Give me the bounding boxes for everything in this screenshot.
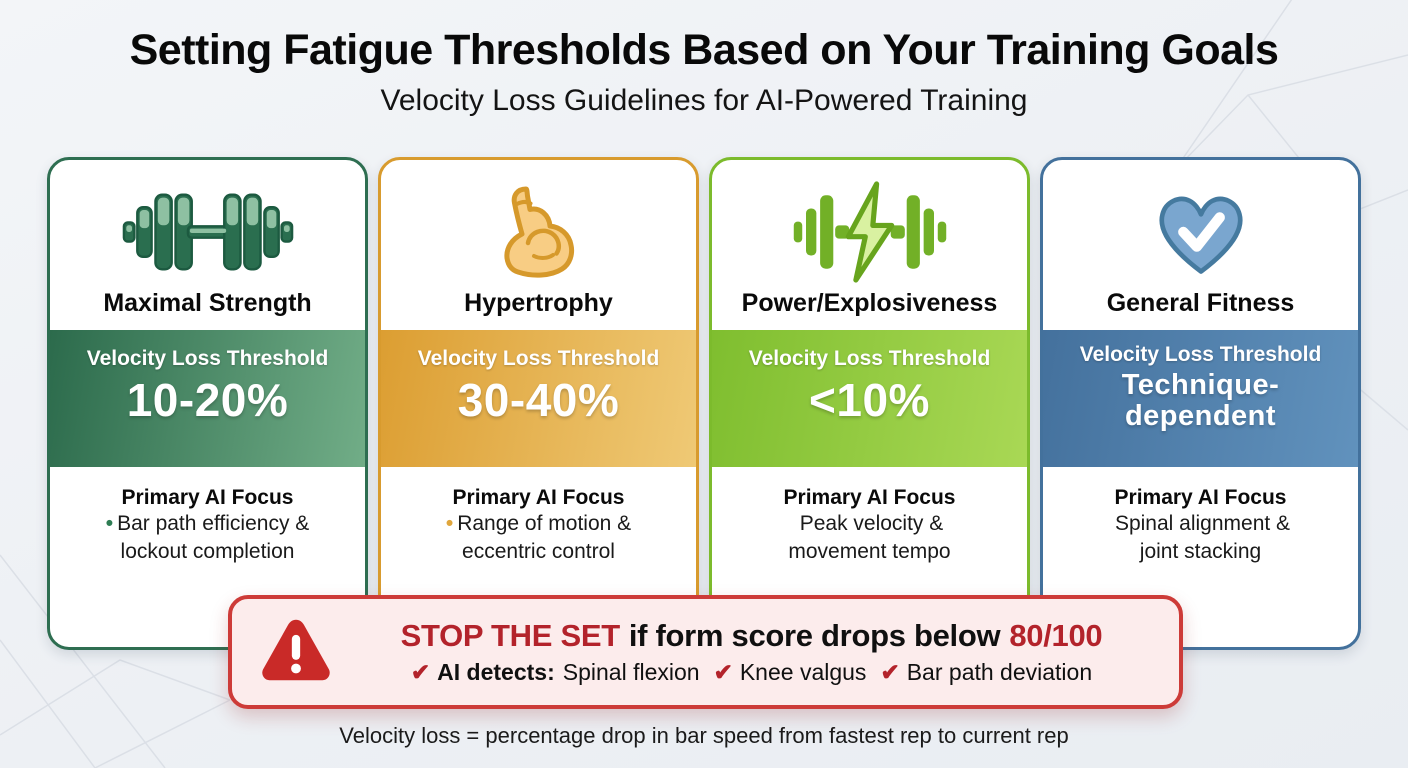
stop-the-set-text: STOP THE SET <box>400 618 621 653</box>
focus-text: Range of motion & <box>457 512 632 535</box>
threshold-band: Velocity Loss Threshold 10-20% <box>50 330 365 467</box>
focus-section: Primary AI Focus • Bar path efficiency & … <box>50 467 365 565</box>
card-title: Hypertrophy <box>464 289 613 317</box>
focus-line: eccentric control <box>462 539 615 563</box>
focus-line: joint stacking <box>1139 539 1262 563</box>
band-label: Velocity Loss Threshold <box>748 347 991 370</box>
focus-line: movement tempo <box>788 539 951 563</box>
form-score-value: 80/100 <box>1009 618 1103 653</box>
dumbbell-icon <box>122 193 293 270</box>
card-top: Hypertrophy <box>381 160 696 330</box>
detect-item: Knee valgus <box>739 659 867 685</box>
page-title: Setting Fatigue Thresholds Based on Your… <box>129 26 1279 74</box>
focus-text: Spinal alignment & <box>1114 512 1291 535</box>
heart-check-icon <box>1158 196 1243 274</box>
card-top: General Fitness <box>1043 160 1358 330</box>
card-title: Power/Explosiveness <box>741 289 998 317</box>
band-value: 30-40% <box>457 374 620 426</box>
focus-section: Primary AI Focus Peak velocity & movemen… <box>712 467 1027 565</box>
checkmark-icon: ✔ <box>410 659 431 685</box>
icon-wrap <box>50 160 365 289</box>
card-power-explosiveness: Power/Explosiveness Velocity Loss Thresh… <box>709 157 1030 650</box>
icon-wrap <box>1043 160 1358 289</box>
icon-wrap <box>381 160 696 289</box>
stop-set-warning-banner: STOP THE SET if form score drops below 80/… <box>228 595 1183 709</box>
page-subtitle: Velocity Loss Guidelines for AI-Powered … <box>380 84 1028 117</box>
focus-text: Bar path efficiency & <box>117 512 310 535</box>
footnote: Velocity loss = percentage drop in bar s… <box>339 723 1069 748</box>
focus-title: Primary AI Focus <box>121 486 294 509</box>
band-value: Technique-dependent <box>1121 369 1280 433</box>
icon-wrap <box>712 160 1027 289</box>
focus-title: Primary AI Focus <box>452 486 625 509</box>
flexed-bicep-icon <box>503 186 574 278</box>
focus-line: • Range of motion & <box>381 510 696 538</box>
focus-line: lockout completion <box>120 539 295 563</box>
card-title: General Fitness <box>1106 289 1295 317</box>
warning-triangle-icon <box>258 616 334 689</box>
band-value: 10-20% <box>126 374 289 426</box>
goal-cards-row: Maximal Strength Velocity Loss Threshold… <box>47 157 1361 650</box>
focus-title: Primary AI Focus <box>1114 486 1287 509</box>
ai-detects-label: AI detects: <box>437 659 555 685</box>
ai-detects-line: ✔ AI detects: Spinal flexion ✔ Knee valgus ✔ B… <box>354 659 1149 686</box>
band-value: <10% <box>809 374 930 426</box>
warning-heading: STOP THE SET if form score drops below 80/… <box>354 618 1149 654</box>
focus-section: Primary AI Focus • Range of motion & ecce… <box>381 467 696 565</box>
card-general-fitness: General Fitness Velocity Loss Threshold … <box>1040 157 1361 650</box>
bullet-dot: • <box>105 512 114 535</box>
threshold-band: Velocity Loss Threshold Technique-depend… <box>1043 330 1358 467</box>
warning-text: STOP THE SET if form score drops below 80/… <box>354 618 1179 686</box>
card-top: Maximal Strength <box>50 160 365 330</box>
focus-line: Spinal alignment & <box>1043 510 1358 538</box>
card-top: Power/Explosiveness <box>712 160 1027 330</box>
card-title: Maximal Strength <box>103 289 312 317</box>
detect-item: Spinal flexion <box>562 659 700 685</box>
card-hypertrophy: Hypertrophy Velocity Loss Threshold 30-4… <box>378 157 699 650</box>
band-label: Velocity Loss Threshold <box>417 347 660 370</box>
bullet-dot: • <box>445 512 454 535</box>
lightning-dumbbell-icon <box>793 180 946 283</box>
threshold-band: Velocity Loss Threshold 30-40% <box>381 330 696 467</box>
detect-item: Bar path deviation <box>906 659 1093 685</box>
card-maximal-strength: Maximal Strength Velocity Loss Threshold… <box>47 157 368 650</box>
header: Setting Fatigue Thresholds Based on Your… <box>0 26 1408 118</box>
threshold-band: Velocity Loss Threshold <10% <box>712 330 1027 467</box>
focus-title: Primary AI Focus <box>783 486 956 509</box>
band-label: Velocity Loss Threshold <box>1079 343 1322 366</box>
checkmark-icon: ✔ <box>713 659 733 685</box>
focus-section: Primary AI Focus Spinal alignment & join… <box>1043 467 1358 565</box>
checkmark-icon: ✔ <box>880 659 900 685</box>
focus-text: Peak velocity & <box>799 512 944 535</box>
warning-heading-rest: if form score drops below <box>628 618 1001 653</box>
focus-line: • Bar path efficiency & <box>50 510 365 538</box>
band-label: Velocity Loss Threshold <box>86 347 329 370</box>
focus-line: Peak velocity & <box>712 510 1027 538</box>
